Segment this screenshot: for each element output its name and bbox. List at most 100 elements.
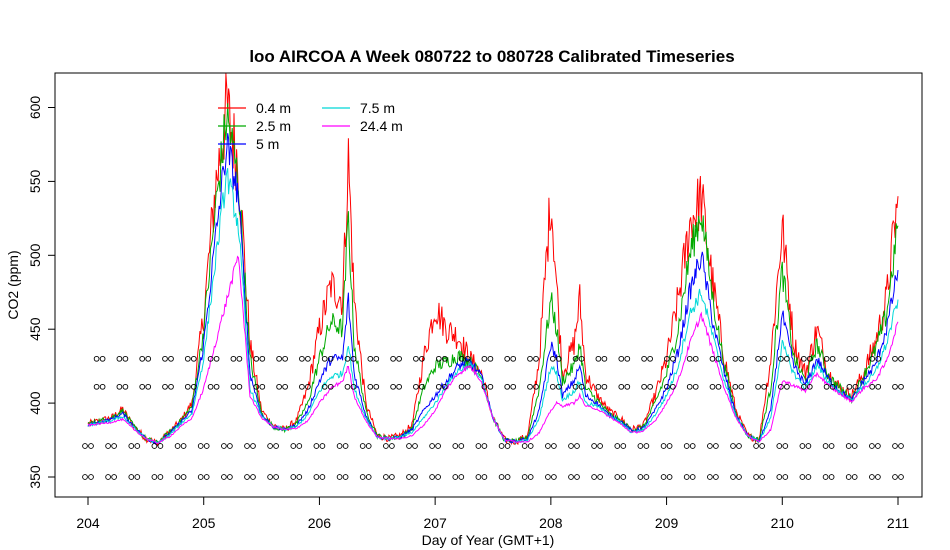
marker-point — [313, 474, 320, 480]
marker-point — [350, 383, 357, 390]
marker-point — [197, 474, 204, 480]
marker-point — [521, 443, 528, 449]
marker-point — [778, 383, 784, 390]
marker-point — [666, 443, 673, 449]
marker-point — [184, 355, 191, 362]
marker-point — [481, 443, 488, 449]
marker-point — [253, 355, 260, 362]
marker-point — [806, 355, 813, 362]
marker-point — [227, 443, 233, 449]
marker-point — [761, 355, 767, 362]
marker-point — [383, 443, 389, 449]
marker-point — [755, 355, 761, 362]
marker-point — [435, 383, 442, 390]
marker-point — [892, 474, 898, 480]
marker-point — [157, 443, 164, 449]
marker-point — [93, 355, 100, 362]
marker-point — [591, 474, 597, 480]
marker-point — [643, 474, 650, 480]
marker-point — [875, 474, 881, 480]
marker-point — [458, 474, 465, 480]
marker-point — [487, 383, 494, 390]
marker-point — [869, 474, 875, 480]
marker-point — [551, 474, 557, 480]
marker-point — [365, 474, 372, 480]
marker-point — [122, 355, 129, 362]
marker-point — [299, 355, 305, 362]
marker-point — [595, 355, 602, 362]
marker-point — [643, 443, 650, 449]
marker-point — [660, 474, 667, 480]
marker-point — [116, 383, 123, 390]
marker-point — [429, 474, 435, 480]
marker-point — [464, 383, 471, 390]
marker-point — [647, 383, 653, 390]
marker-point — [504, 355, 511, 362]
marker-point — [736, 443, 742, 449]
marker-point — [799, 474, 806, 480]
marker-point — [475, 474, 482, 480]
marker-point — [389, 443, 395, 449]
marker-point — [313, 443, 320, 449]
marker-point — [236, 383, 243, 390]
marker-point — [574, 474, 580, 480]
marker-point — [647, 355, 653, 362]
marker-point — [174, 474, 181, 480]
marker-point — [753, 474, 759, 480]
marker-point — [162, 383, 168, 390]
marker-point — [800, 355, 807, 362]
marker-point — [99, 355, 106, 362]
marker-point — [852, 355, 859, 362]
y-axis-label: CO2 (ppm) — [5, 250, 21, 319]
marker-point — [521, 474, 528, 480]
marker-point — [305, 383, 311, 390]
marker-point — [273, 443, 279, 449]
plot-frame — [54, 72, 923, 498]
marker-point — [686, 383, 693, 390]
marker-point — [670, 355, 676, 362]
marker-point — [475, 443, 482, 449]
marker-point — [296, 474, 303, 480]
marker-point — [180, 443, 187, 449]
marker-point — [892, 443, 898, 449]
marker-point — [441, 383, 448, 390]
x-tick-label: 207 — [423, 515, 447, 531]
marker-point — [373, 355, 380, 362]
marker-point — [419, 355, 425, 362]
marker-point — [761, 383, 767, 390]
marker-point — [670, 383, 676, 390]
marker-point — [578, 355, 585, 362]
marker-point — [822, 443, 829, 449]
marker-point — [367, 383, 374, 390]
marker-point — [898, 383, 904, 390]
marker-point — [784, 383, 790, 390]
marker-point — [527, 474, 534, 480]
series-line — [87, 73, 899, 447]
legend-label: 2.5 m — [256, 118, 291, 134]
marker-point — [259, 383, 266, 390]
y-tick-label: 350 — [27, 465, 43, 489]
marker-point — [296, 443, 303, 449]
marker-point — [527, 383, 533, 390]
marker-point — [601, 355, 608, 362]
marker-point — [664, 355, 670, 362]
marker-point — [753, 443, 759, 449]
marker-point — [618, 355, 625, 362]
marker-point — [875, 355, 882, 362]
marker-point — [572, 383, 579, 390]
marker-point — [174, 443, 181, 449]
marker-point — [267, 443, 273, 449]
marker-point — [782, 443, 789, 449]
marker-point — [413, 383, 419, 390]
marker-point — [213, 355, 220, 362]
marker-point — [755, 383, 761, 390]
legend-label: 0.4 m — [256, 100, 291, 116]
marker-point — [549, 355, 556, 362]
marker-point — [624, 383, 631, 390]
marker-point — [601, 383, 608, 390]
marker-point — [828, 474, 835, 480]
marker-point — [282, 355, 288, 362]
series-line — [87, 255, 899, 444]
marker-point — [637, 443, 644, 449]
